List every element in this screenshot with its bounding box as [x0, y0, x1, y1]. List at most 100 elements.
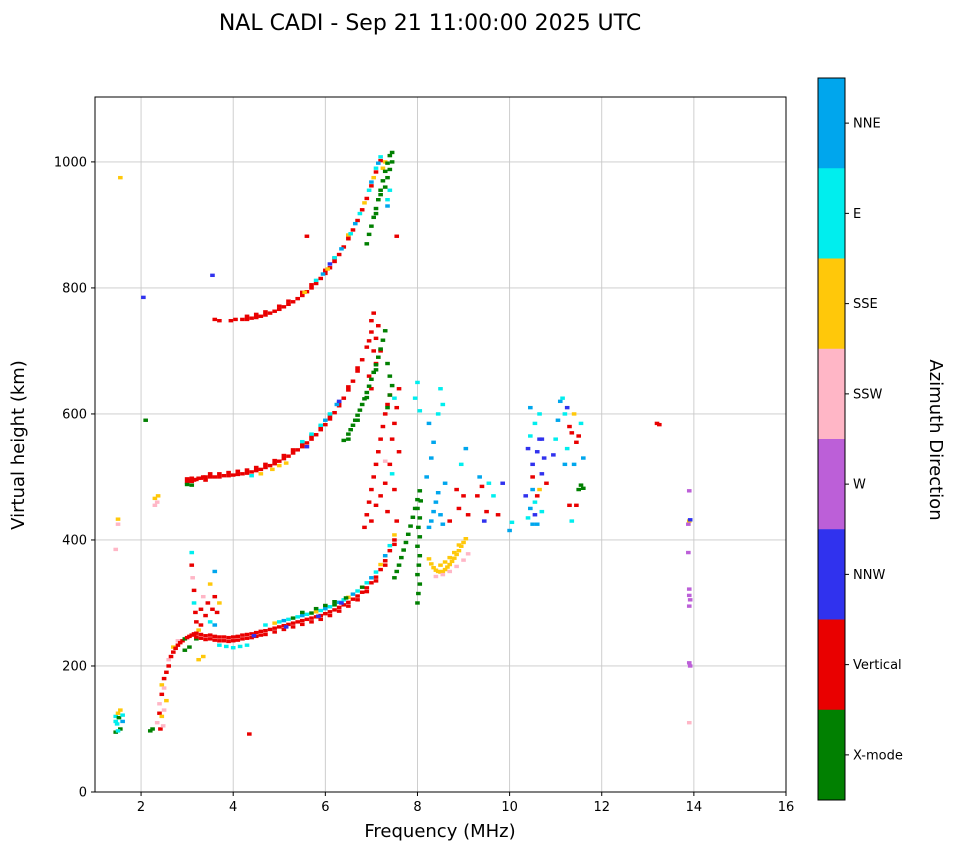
data-point — [364, 390, 370, 395]
data-point — [193, 610, 198, 615]
data-point — [263, 628, 268, 633]
data-point — [415, 506, 420, 511]
data-point — [350, 379, 356, 383]
data-point — [528, 405, 533, 410]
data-point — [551, 453, 556, 457]
colorbar-label-nne: NNE — [853, 117, 881, 132]
data-point — [392, 533, 397, 537]
data-point — [366, 374, 372, 378]
data-point — [440, 402, 446, 407]
data-point — [116, 715, 122, 720]
data-point — [394, 519, 400, 523]
data-point — [198, 636, 204, 640]
data-point — [686, 604, 692, 608]
data-point — [198, 476, 204, 480]
data-point — [428, 456, 434, 460]
data-point — [369, 581, 374, 585]
data-point — [198, 632, 204, 637]
data-point — [272, 462, 277, 466]
data-point — [369, 330, 374, 334]
data-point — [203, 637, 208, 642]
data-point — [486, 481, 492, 485]
data-point — [456, 548, 462, 553]
data-point — [226, 473, 231, 478]
data-point — [161, 708, 167, 712]
data-point — [373, 206, 379, 211]
data-point — [240, 633, 245, 637]
data-point — [313, 278, 319, 283]
data-point — [445, 565, 450, 569]
data-point — [357, 408, 363, 412]
data-point — [537, 487, 542, 492]
data-point — [346, 237, 351, 241]
data-point — [362, 201, 367, 205]
data-point — [309, 620, 314, 624]
data-point — [461, 494, 466, 498]
data-point — [417, 409, 423, 413]
data-point — [247, 732, 252, 736]
data-point — [532, 500, 538, 504]
data-point — [309, 437, 314, 441]
data-point — [263, 310, 268, 314]
data-point — [373, 579, 379, 583]
data-point — [221, 473, 227, 478]
data-point — [295, 620, 300, 624]
data-point — [336, 609, 342, 613]
data-point — [355, 598, 360, 602]
data-point — [456, 543, 462, 547]
data-point — [190, 576, 195, 580]
data-point — [272, 630, 277, 634]
data-point — [428, 519, 434, 523]
data-point — [304, 290, 310, 294]
data-point — [203, 634, 208, 638]
data-point — [479, 484, 485, 489]
data-point — [417, 582, 423, 586]
data-point — [244, 471, 250, 475]
data-point — [341, 603, 347, 607]
data-point — [244, 468, 250, 472]
data-point — [571, 462, 577, 467]
data-point — [428, 562, 434, 566]
data-point — [399, 555, 404, 560]
data-point — [686, 720, 692, 725]
data-point — [560, 396, 565, 400]
colorbar-segment-sse — [818, 258, 845, 350]
x-tick-label: 6 — [321, 800, 329, 815]
data-point — [316, 614, 321, 618]
data-point — [160, 724, 166, 728]
data-point — [187, 634, 192, 639]
data-point — [191, 601, 197, 605]
data-point — [318, 608, 324, 613]
data-point — [150, 727, 155, 731]
data-point — [355, 594, 360, 598]
data-point — [452, 550, 457, 555]
data-point — [364, 345, 370, 349]
data-point — [369, 487, 374, 492]
data-point — [143, 418, 148, 422]
data-point — [687, 598, 693, 602]
data-point — [332, 255, 337, 260]
data-point — [567, 424, 572, 429]
data-point — [191, 588, 197, 593]
data-point — [120, 719, 125, 724]
data-point — [159, 692, 165, 697]
data-point — [226, 470, 231, 475]
data-point — [313, 610, 319, 614]
data-point — [164, 670, 169, 674]
data-point — [212, 634, 218, 639]
data-point — [355, 218, 360, 223]
data-point — [313, 281, 319, 286]
data-point — [438, 513, 443, 517]
data-point — [341, 438, 347, 443]
data-point — [373, 575, 379, 579]
data-point — [456, 506, 462, 511]
data-point — [359, 585, 365, 589]
colorbar-segment-w — [818, 439, 845, 530]
data-point — [415, 380, 420, 385]
data-point — [240, 317, 245, 322]
data-point — [235, 634, 241, 639]
data-point — [389, 160, 395, 164]
data-point — [281, 305, 287, 309]
data-point — [364, 242, 370, 246]
data-point — [323, 611, 328, 616]
